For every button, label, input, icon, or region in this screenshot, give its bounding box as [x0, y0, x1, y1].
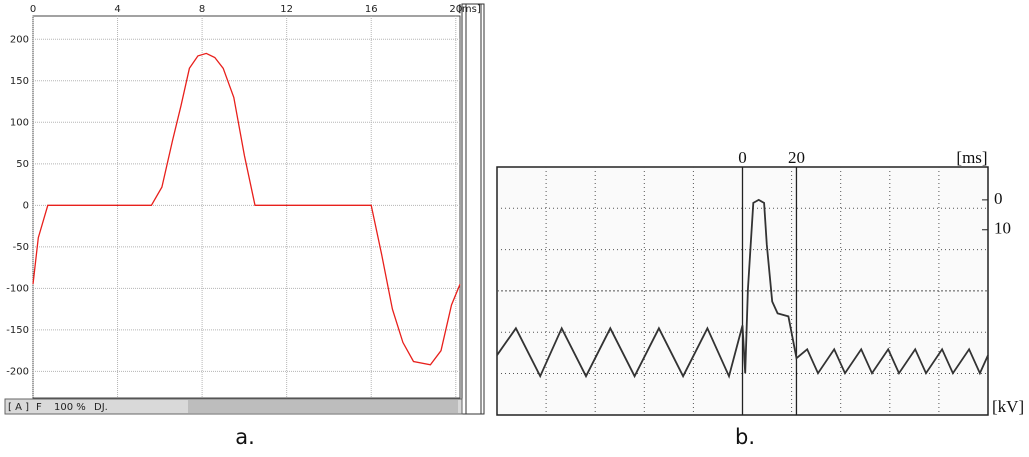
- y-tick-label: -100: [6, 283, 29, 294]
- y-axis-label: [kV]: [992, 397, 1024, 416]
- plot-frame: [33, 16, 460, 398]
- x-tick-label: 0: [738, 148, 747, 167]
- x-tick-label: 20: [788, 148, 805, 167]
- y-tick-label: -50: [13, 242, 29, 253]
- y-tick-label: 150: [10, 76, 29, 87]
- x-tick-label: 16: [365, 4, 378, 15]
- y-tick-label: -150: [6, 325, 29, 336]
- x-tick-label: 12: [280, 4, 293, 15]
- x-tick-label: 4: [114, 4, 120, 15]
- toolbar-item: 100 %: [54, 402, 86, 413]
- y-tick-label: 200: [10, 34, 29, 45]
- y-tick-label: 100: [10, 117, 29, 128]
- x-tick-label: 0: [30, 4, 36, 15]
- x-axis-label: [ms]: [956, 148, 987, 167]
- figure: 048121620[ms]200150100500-50-100-150-200…: [0, 0, 1029, 457]
- toolbar-scroll: [188, 400, 458, 413]
- toolbar-item: [ A ]: [8, 402, 29, 413]
- caption: b.: [735, 425, 755, 449]
- y-tick-label: 0: [994, 189, 1003, 208]
- toolbar-item: F: [36, 402, 42, 413]
- y-tick-label: 0: [23, 200, 29, 211]
- toolbar-item: DJ.: [94, 402, 108, 413]
- caption: a.: [235, 425, 255, 449]
- x-axis-label: [ms]: [458, 4, 481, 15]
- chart-b: 0 20 [ms] 0 10 [kV]: [497, 148, 1024, 416]
- y-tick-label: 50: [16, 159, 29, 170]
- x-tick-label: 8: [199, 4, 205, 15]
- y-tick-label: -200: [6, 366, 29, 377]
- y-tick-label: 10: [994, 219, 1011, 238]
